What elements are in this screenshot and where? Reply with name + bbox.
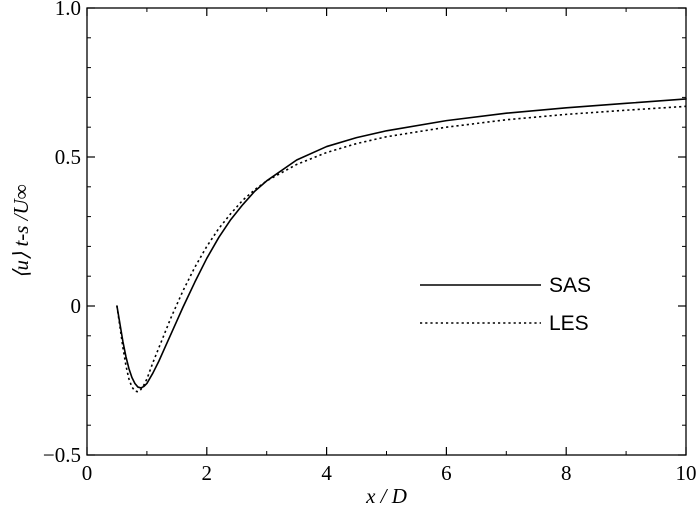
x-tick-label: 0	[82, 461, 93, 485]
series-line-sas	[116, 98, 687, 389]
y-axis-label: ⟨u⟩ t-s /U∞	[9, 184, 33, 278]
x-tick-label: 8	[561, 461, 572, 485]
x-tick-label: 6	[441, 461, 452, 485]
axis-ticks: 0 2 4 6 8 10−0.500.51.0	[43, 0, 697, 485]
y-tick-label: −0.5	[43, 443, 81, 467]
x-tick-label: 10	[676, 461, 697, 485]
legend-label-sas: SAS	[549, 274, 591, 297]
axis-labels: x / D ⟨u⟩ t-s /U∞	[9, 184, 407, 507]
y-tick-label: 0	[71, 294, 82, 318]
legend: SAS LES	[420, 274, 591, 335]
x-axis-label: x / D	[365, 484, 407, 507]
series-lines	[116, 98, 687, 393]
x-tick-label: 4	[321, 461, 332, 485]
plot-area-border	[86, 7, 687, 456]
plot-frame	[86, 7, 687, 456]
series-line-les	[116, 105, 687, 393]
legend-label-les: LES	[549, 312, 589, 335]
y-tick-label: 1.0	[55, 0, 81, 20]
y-tick-label: 0.5	[55, 145, 81, 169]
x-tick-label: 2	[202, 461, 213, 485]
